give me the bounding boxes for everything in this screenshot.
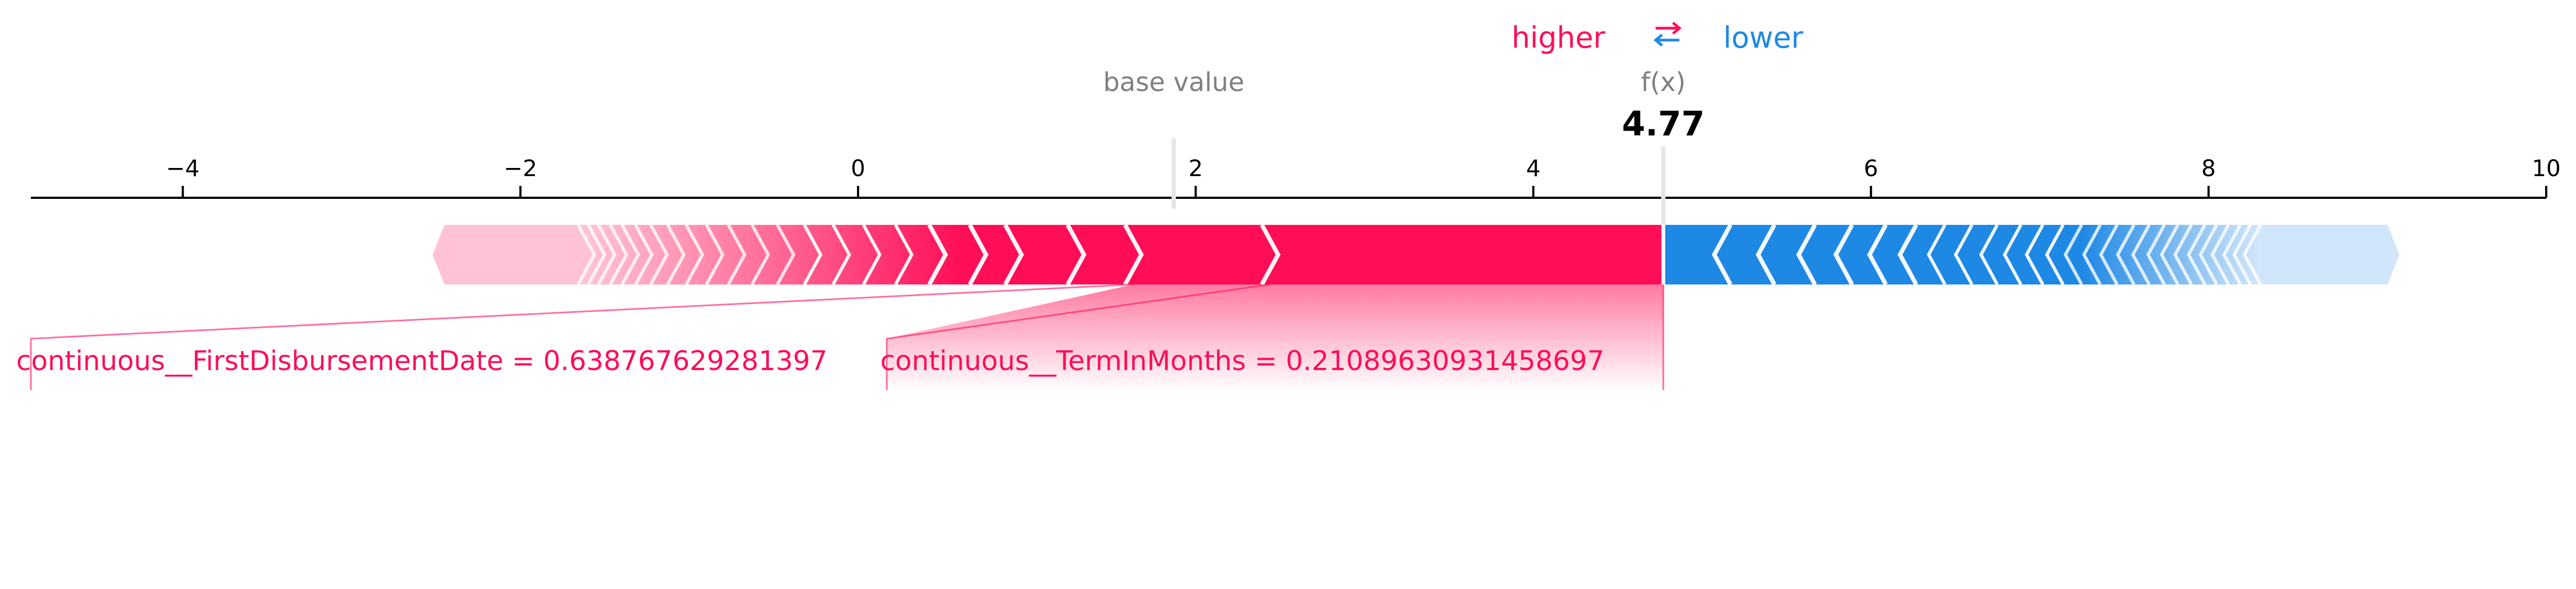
positive-chevron [609, 224, 629, 286]
negative-chevron [1755, 224, 1776, 286]
feature-label-first-disbursement: continuous__FirstDisbursementDate = 0.63… [16, 345, 827, 377]
negative-chevron [2173, 224, 2193, 286]
positive-chevron [894, 224, 914, 286]
x-tick-label: 4 [1526, 155, 1541, 182]
negative-chevron [1926, 224, 1946, 286]
negative-chevron [2063, 224, 2083, 286]
negative-chevron [2146, 224, 2166, 286]
negative-chevron [2187, 224, 2207, 286]
output-value: 4.77 [1622, 104, 1705, 144]
negative-bar-faded [2259, 225, 2400, 284]
positive-chevron [1123, 224, 1144, 286]
positive-chevron [832, 224, 852, 286]
positive-chevron [666, 224, 686, 286]
base-value-label: base value [1103, 67, 1245, 98]
negative-chevron [2198, 224, 2219, 286]
legend-higher-label: higher [1512, 21, 1606, 55]
positive-chevron [727, 224, 747, 286]
positive-chevron [750, 224, 770, 286]
x-tick-label: 10 [2532, 155, 2560, 182]
negative-chevron [2242, 224, 2263, 286]
negative-chevron [1867, 224, 1888, 286]
negative-chevron [1711, 224, 1732, 286]
legend-lower-label: lower [1723, 21, 1803, 55]
positive-chevron [634, 224, 654, 286]
negative-chevron [2116, 224, 2136, 286]
x-tick-label: 8 [2201, 155, 2216, 182]
output-fx-label: f(x) [1641, 67, 1686, 98]
positive-bar [587, 225, 1664, 284]
positive-chevron [586, 224, 606, 286]
feature-connector-first-disbursement [30, 283, 1134, 390]
negative-chevron [1979, 224, 1999, 286]
negative-chevron [1833, 224, 1854, 286]
x-tick-label: −4 [166, 155, 200, 182]
positive-chevron [862, 224, 882, 286]
positive-bar-faded [432, 225, 588, 284]
negative-chevron [2098, 224, 2119, 286]
x-tick-label: 6 [1864, 155, 1878, 182]
negative-chevron [1796, 224, 1817, 286]
feature-connector-term-in-months [886, 283, 1270, 390]
x-tick-label: −2 [504, 155, 537, 182]
x-tick-label: 2 [1188, 155, 1203, 182]
negative-chevron [1953, 224, 1973, 286]
force-bar [432, 224, 2400, 286]
positive-chevron [927, 224, 948, 286]
positive-chevron [803, 224, 823, 286]
positive-chevron [967, 224, 989, 286]
positive-chevron [577, 224, 597, 286]
x-axis: −4 −2 0 2 4 6 8 10 [31, 138, 2561, 228]
negative-chevron [2003, 224, 2023, 286]
positive-chevron [597, 224, 617, 286]
positive-chevron [684, 224, 704, 286]
negative-chevron [2210, 224, 2230, 286]
negative-chevron [2160, 224, 2180, 286]
negative-chevron [2131, 224, 2151, 286]
negative-chevron [2222, 224, 2242, 286]
legend-arrows-icon: ⇄ [1653, 22, 1682, 47]
feature-annotations: continuous__FirstDisbursementDate = 0.63… [16, 283, 1664, 390]
negative-chevron [2024, 224, 2044, 286]
negative-chevron [2045, 224, 2065, 286]
negative-chevron [2232, 224, 2252, 286]
positive-chevron [1260, 224, 1281, 286]
positive-chevron [1003, 224, 1024, 286]
x-tick-label: 0 [851, 155, 866, 182]
feature-label-term-in-months: continuous__TermInMonths = 0.21089630931… [880, 345, 1605, 377]
negative-chevron [1897, 224, 1918, 286]
positive-chevron [705, 224, 725, 286]
positive-chevron [776, 224, 796, 286]
positive-chevron [649, 224, 669, 286]
negative-bar [1663, 225, 2259, 284]
positive-chevron [1065, 224, 1087, 286]
negative-chevron [2082, 224, 2102, 286]
positive-chevron [620, 224, 640, 286]
